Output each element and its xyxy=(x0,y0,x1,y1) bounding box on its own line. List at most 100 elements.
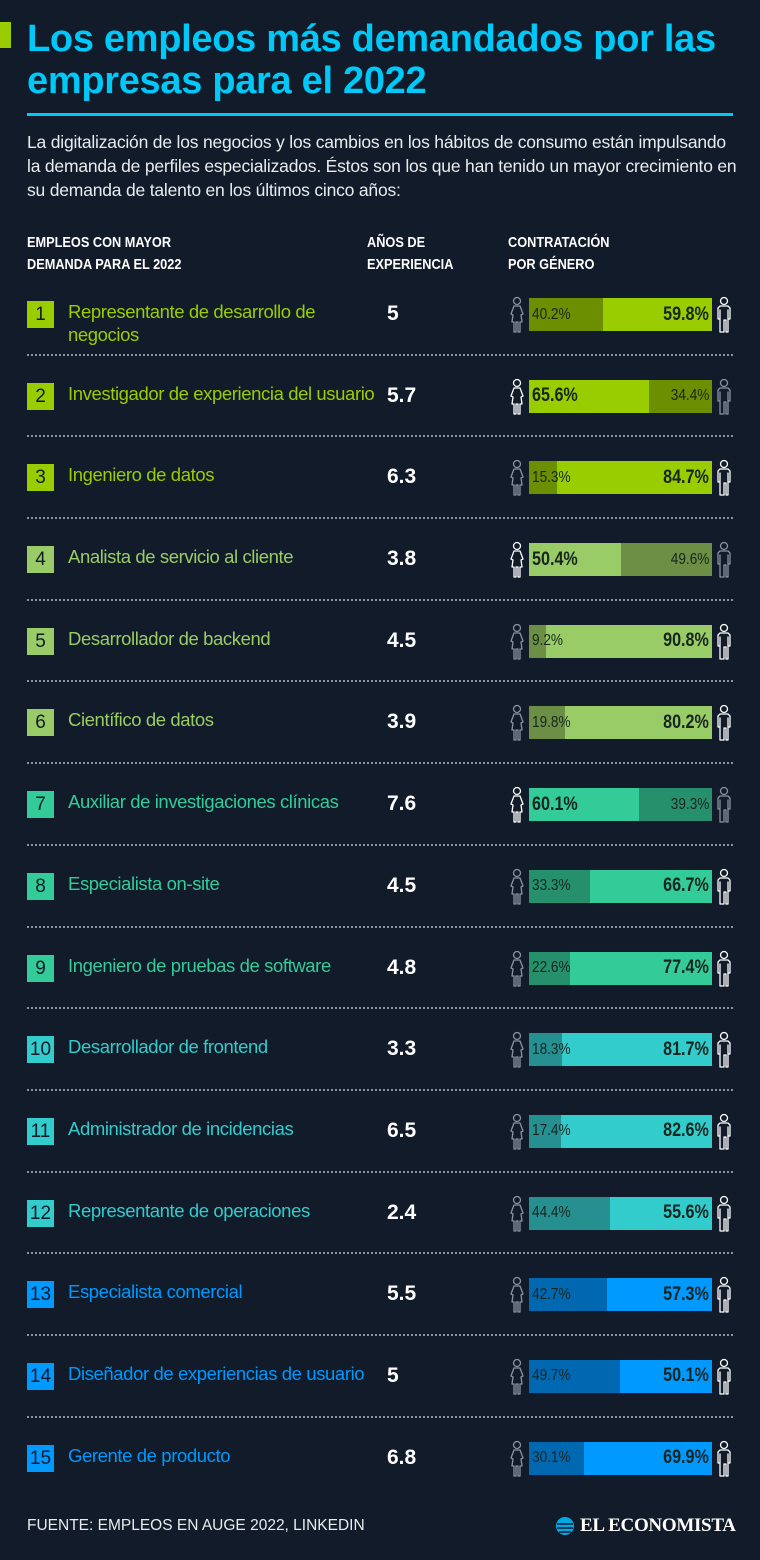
bar-segment-men: 82.6% xyxy=(560,1114,712,1148)
bar-segment-men: 84.7% xyxy=(556,461,712,495)
bar-segment-women: 9.2% xyxy=(529,624,563,658)
job-name: Representante de operaciones xyxy=(68,1199,310,1221)
bar-segment-men: 80.2% xyxy=(565,706,712,740)
men-percent-label: 34.4% xyxy=(670,387,709,405)
woman-icon xyxy=(508,1195,526,1233)
men-percent-label: 59.8% xyxy=(663,303,709,325)
table-row: 14 Diseñador de experiencias de usuario … xyxy=(0,1336,760,1418)
job-name: Científico de datos xyxy=(68,709,214,731)
table-row: 10 Desarrollador de frontend 3.3 18.3% 8… xyxy=(0,1009,760,1091)
woman-icon xyxy=(508,296,526,334)
man-icon xyxy=(715,1440,733,1478)
men-percent-label: 66.7% xyxy=(663,875,709,897)
bar-segment-men: 77.4% xyxy=(570,951,712,985)
experience-years: 5.7 xyxy=(387,383,417,407)
women-percent-label: 30.1% xyxy=(532,1449,571,1467)
table-row: 9 Ingeniero de pruebas de software 4.8 2… xyxy=(0,928,760,1010)
man-icon xyxy=(715,1113,733,1151)
bar-segment-women: 44.4% xyxy=(529,1196,611,1230)
rank-badge: 7 xyxy=(27,791,54,819)
rank-badge: 9 xyxy=(27,954,54,982)
gender-bar: 40.2% 59.8% xyxy=(529,298,712,331)
bar-segment-women: 60.1% xyxy=(529,788,639,822)
man-icon xyxy=(715,541,733,579)
header-job: EMPLEOS CON MAYOR DEMANDA PARA EL 2022 xyxy=(27,234,182,273)
women-percent-label: 17.4% xyxy=(532,1122,571,1140)
rank-badge: 11 xyxy=(27,1117,54,1145)
man-icon xyxy=(715,950,733,988)
bar-segment-women: 33.3% xyxy=(529,869,590,903)
women-percent-label: 49.7% xyxy=(532,1367,571,1385)
bar-segment-men: 50.1% xyxy=(619,1359,712,1393)
man-icon xyxy=(715,868,733,906)
gender-bar: 18.3% 81.7% xyxy=(529,1033,712,1067)
job-name: Diseñador de experiencias de usuario xyxy=(68,1362,365,1384)
title-divider xyxy=(27,113,733,116)
rank-badge: 4 xyxy=(27,546,54,574)
rank-badge: 3 xyxy=(27,464,54,492)
men-percent-label: 39.3% xyxy=(670,795,709,813)
table-row: 13 Especialista comercial 5.5 42.7% 57.3… xyxy=(0,1254,760,1336)
experience-years: 5.5 xyxy=(387,1282,417,1306)
woman-icon xyxy=(508,1276,526,1314)
table-row: 1 Representante de desarrollo de negocio… xyxy=(0,274,760,356)
gender-bar: 42.7% 57.3% xyxy=(529,1278,712,1312)
woman-icon xyxy=(508,786,526,824)
header-experience: AÑOS DE EXPERIENCIA xyxy=(367,234,454,273)
title-accent-bar xyxy=(0,22,11,48)
bar-segment-women: 42.7% xyxy=(529,1278,608,1312)
women-percent-label: 19.8% xyxy=(532,713,571,731)
gender-bar: 19.8% 80.2% xyxy=(529,706,712,740)
woman-icon xyxy=(508,1358,526,1396)
bar-segment-men: 69.9% xyxy=(584,1441,712,1475)
women-percent-label: 44.4% xyxy=(532,1204,571,1222)
job-name: Auxiliar de investigaciones clínicas xyxy=(68,791,339,813)
experience-years: 4.8 xyxy=(387,955,417,979)
bar-segment-men: 66.7% xyxy=(589,869,712,903)
man-icon xyxy=(715,296,733,334)
gender-bar: 30.1% 69.9% xyxy=(529,1441,712,1475)
man-icon xyxy=(715,378,733,416)
rank-badge: 10 xyxy=(27,1036,54,1064)
men-percent-label: 80.2% xyxy=(663,711,709,733)
logo-text: EL ECONOMISTA xyxy=(580,1515,736,1536)
rank-badge: 5 xyxy=(27,627,54,655)
experience-years: 4.5 xyxy=(387,873,417,897)
experience-years: 4.5 xyxy=(387,628,417,652)
bar-segment-women: 22.6% xyxy=(529,951,571,985)
bar-segment-men: 90.8% xyxy=(545,624,712,658)
men-percent-label: 84.7% xyxy=(663,466,709,488)
woman-icon xyxy=(508,1031,526,1069)
bar-segment-women: 15.3% xyxy=(529,461,571,495)
gender-bar: 44.4% 55.6% xyxy=(529,1196,712,1230)
bar-segment-women: 50.4% xyxy=(529,543,622,577)
globe-icon xyxy=(556,1517,574,1535)
job-name: Especialista comercial xyxy=(68,1281,243,1303)
table-row: 15 Gerente de producto 6.8 30.1% 69.9% xyxy=(0,1418,760,1500)
table-row: 6 Científico de datos 3.9 19.8% 80.2% xyxy=(0,682,760,765)
gender-bar: 22.6% 77.4% xyxy=(529,951,712,985)
experience-years: 5 xyxy=(387,1363,399,1387)
gender-bar: 33.3% 66.7% xyxy=(529,869,712,903)
woman-icon xyxy=(508,459,526,497)
row-divider xyxy=(27,1170,733,1173)
man-icon xyxy=(715,1195,733,1233)
header-gender: CONTRATACIÓN POR GÉNERO xyxy=(508,234,610,273)
bar-segment-men: 59.8% xyxy=(602,298,712,331)
row-divider xyxy=(27,1088,733,1091)
bar-segment-men: 34.4% xyxy=(649,379,712,413)
row-divider xyxy=(27,762,733,765)
women-percent-label: 40.2% xyxy=(532,305,571,323)
man-icon xyxy=(715,704,733,742)
job-name: Representante de desarrollo de negocios xyxy=(68,301,316,345)
men-percent-label: 81.7% xyxy=(663,1038,709,1060)
job-name: Administrador de incidencias xyxy=(68,1117,294,1139)
table-row: 11 Administrador de incidencias 6.5 17.4… xyxy=(0,1091,760,1173)
row-divider xyxy=(27,1415,733,1418)
job-name: Especialista on-site xyxy=(68,872,220,894)
bar-segment-women: 18.3% xyxy=(529,1033,571,1067)
job-name: Gerente de producto xyxy=(68,1444,231,1466)
woman-icon xyxy=(508,623,526,661)
bar-segment-women: 17.4% xyxy=(529,1114,571,1148)
bar-segment-men: 55.6% xyxy=(610,1196,712,1230)
